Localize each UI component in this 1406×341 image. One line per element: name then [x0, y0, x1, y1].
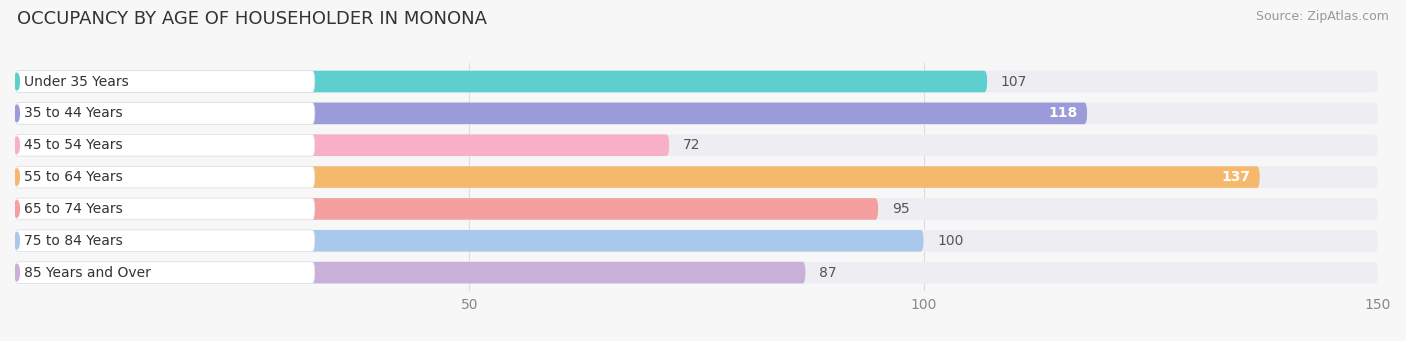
Text: Under 35 Years: Under 35 Years — [24, 75, 128, 89]
FancyBboxPatch shape — [15, 103, 1378, 124]
FancyBboxPatch shape — [15, 262, 1378, 283]
FancyBboxPatch shape — [15, 71, 315, 92]
Circle shape — [14, 105, 20, 122]
Circle shape — [14, 233, 20, 249]
FancyBboxPatch shape — [15, 166, 1260, 188]
FancyBboxPatch shape — [15, 230, 924, 252]
Circle shape — [14, 137, 20, 153]
FancyBboxPatch shape — [15, 103, 315, 124]
Circle shape — [14, 264, 20, 281]
FancyBboxPatch shape — [15, 71, 1378, 92]
Text: 100: 100 — [938, 234, 963, 248]
Text: Source: ZipAtlas.com: Source: ZipAtlas.com — [1256, 10, 1389, 23]
FancyBboxPatch shape — [15, 134, 1378, 156]
FancyBboxPatch shape — [15, 71, 987, 92]
FancyBboxPatch shape — [15, 166, 315, 188]
Text: 55 to 64 Years: 55 to 64 Years — [24, 170, 122, 184]
FancyBboxPatch shape — [15, 262, 315, 283]
Text: 45 to 54 Years: 45 to 54 Years — [24, 138, 122, 152]
Text: 75 to 84 Years: 75 to 84 Years — [24, 234, 122, 248]
FancyBboxPatch shape — [15, 166, 1378, 188]
FancyBboxPatch shape — [15, 230, 315, 252]
Text: OCCUPANCY BY AGE OF HOUSEHOLDER IN MONONA: OCCUPANCY BY AGE OF HOUSEHOLDER IN MONON… — [17, 10, 486, 28]
Text: 107: 107 — [1001, 75, 1028, 89]
Circle shape — [14, 73, 20, 90]
Text: 137: 137 — [1222, 170, 1250, 184]
FancyBboxPatch shape — [15, 134, 669, 156]
Text: 118: 118 — [1049, 106, 1078, 120]
Text: 95: 95 — [891, 202, 910, 216]
FancyBboxPatch shape — [15, 230, 1378, 252]
Circle shape — [14, 169, 20, 185]
Text: 65 to 74 Years: 65 to 74 Years — [24, 202, 122, 216]
Text: 87: 87 — [820, 266, 837, 280]
FancyBboxPatch shape — [15, 198, 1378, 220]
FancyBboxPatch shape — [15, 198, 879, 220]
Text: 72: 72 — [683, 138, 700, 152]
FancyBboxPatch shape — [15, 198, 315, 220]
Circle shape — [14, 201, 20, 217]
Text: 85 Years and Over: 85 Years and Over — [24, 266, 150, 280]
FancyBboxPatch shape — [15, 134, 315, 156]
FancyBboxPatch shape — [15, 103, 1087, 124]
FancyBboxPatch shape — [15, 262, 806, 283]
Text: 35 to 44 Years: 35 to 44 Years — [24, 106, 122, 120]
